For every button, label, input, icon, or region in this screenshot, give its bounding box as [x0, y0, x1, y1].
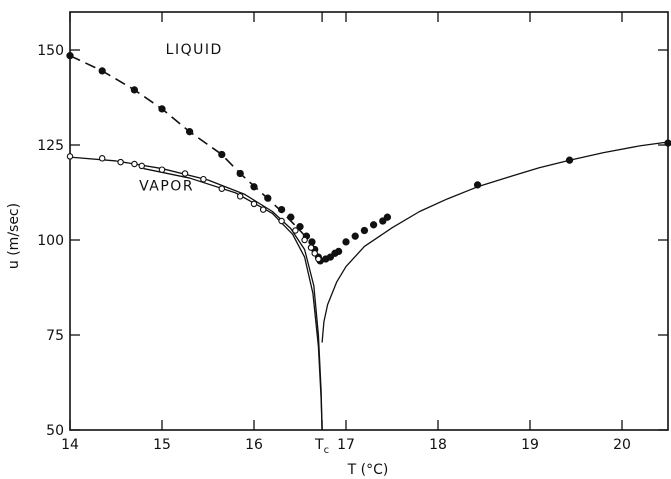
liquid-data-point — [473, 181, 482, 189]
vapor-data-point — [158, 166, 166, 173]
liquid-data-point — [130, 86, 139, 94]
vapor-data-point — [218, 185, 226, 192]
y-tick-label: 150 — [37, 43, 64, 59]
series-2-curve — [69, 54, 315, 247]
x-tick-label: 17 — [337, 437, 355, 453]
vapor-data-point — [307, 244, 315, 251]
x-tick-label: 14 — [61, 437, 79, 453]
liquid-data-point — [351, 232, 359, 240]
liquid-data-point — [379, 217, 387, 225]
liquid-data-point — [360, 226, 369, 235]
x-tick-label: 19 — [521, 437, 539, 453]
liquid-data-point — [218, 150, 226, 159]
liquid-data-point — [66, 52, 74, 60]
liquid-data-point — [296, 223, 304, 231]
data-points — [66, 52, 671, 265]
plot-frame — [69, 11, 669, 431]
liquid-data-point — [565, 156, 574, 164]
vapor-data-point — [292, 227, 299, 234]
liquid-data-point — [308, 238, 316, 246]
liquid-data-point — [287, 213, 295, 221]
annotation-vapor: VAPOR — [139, 179, 194, 195]
liquid-data-point — [277, 205, 286, 214]
x-tick-label: 18 — [429, 437, 447, 453]
annotations: LIQUID VAPOR — [139, 42, 223, 195]
vapor-data-point — [117, 158, 124, 166]
vapor-data-point — [200, 175, 207, 183]
liquid-data-point — [342, 238, 350, 246]
plot-border — [69, 11, 669, 431]
liquid-data-point — [334, 247, 343, 256]
liquid-data-point — [158, 105, 166, 113]
series-5-curve — [321, 141, 669, 343]
tick-labels: 14 15 16 Tc 17 18 19 20 50 75 100 125 150 — [37, 43, 631, 456]
vapor-data-point — [66, 153, 74, 160]
liquid-data-point — [383, 213, 392, 221]
vapor-data-point — [315, 255, 322, 263]
vapor-data-point — [236, 193, 244, 200]
liquid-data-point — [264, 194, 272, 202]
y-tick-label: 75 — [46, 328, 64, 344]
liquid-data-point — [664, 139, 671, 147]
series-3-curve — [69, 156, 323, 431]
y-axis-label: u (m/sec) — [6, 203, 22, 269]
x-axis-label: T (°C) — [347, 462, 389, 478]
curves — [69, 54, 669, 431]
vapor-data-point — [138, 162, 146, 170]
vapor-data-point — [250, 200, 258, 208]
vapor-data-point — [259, 206, 267, 213]
x-tick-label-subscript: c — [324, 445, 330, 456]
liquid-data-point — [250, 183, 258, 191]
vapor-data-point — [131, 160, 138, 168]
vapor-data-point — [301, 236, 308, 244]
liquid-data-point — [236, 169, 244, 178]
vapor-data-point — [311, 250, 318, 257]
vapor-data-point — [278, 217, 285, 225]
liquid-data-point — [185, 128, 194, 136]
series-4-curve — [143, 167, 323, 431]
vapor-data-point — [98, 155, 106, 162]
liquid-data-point — [326, 253, 335, 261]
y-tick-label: 125 — [37, 138, 64, 154]
liquid-data-point — [369, 221, 378, 229]
vapor-data-point — [181, 170, 189, 177]
x-tick-label: 16 — [245, 437, 263, 453]
x-tick-label: 15 — [153, 437, 171, 453]
annotation-liquid: LIQUID — [166, 42, 223, 58]
x-tick-label: 20 — [613, 437, 631, 453]
y-tick-label: 100 — [37, 233, 64, 249]
x-tick-label: Tc — [314, 437, 329, 456]
axis-ticks — [69, 12, 668, 431]
liquid-data-point — [98, 67, 106, 75]
y-tick-label: 50 — [46, 423, 64, 439]
